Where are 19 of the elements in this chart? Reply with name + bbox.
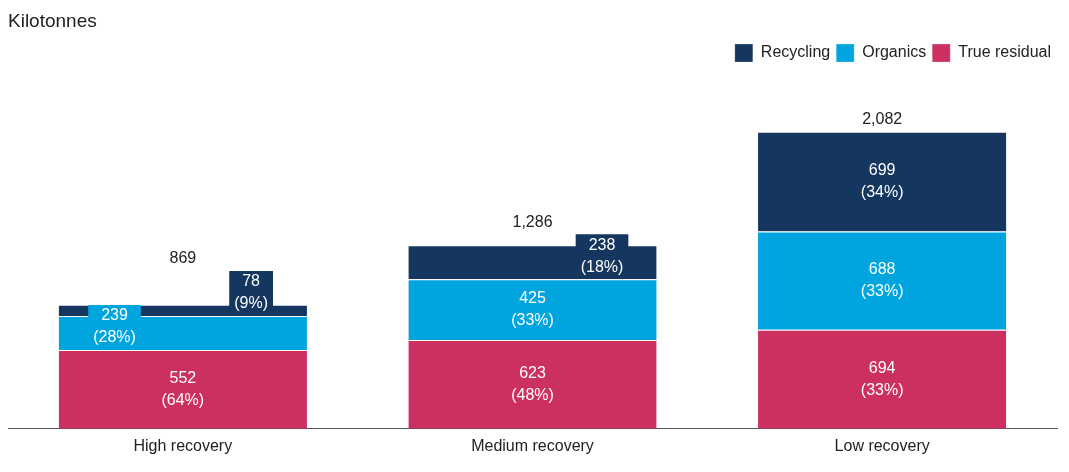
data-label: 688 (33%) xyxy=(860,260,904,300)
legend-label: True residual xyxy=(958,43,1051,61)
x-tick-label: High recovery xyxy=(133,436,233,454)
x-tick-label: Medium recovery xyxy=(471,436,594,454)
data-label: 699 (34%) xyxy=(860,161,904,201)
text: Kilotonnes xyxy=(8,9,97,31)
data-label: 552 (64%) xyxy=(161,368,205,408)
data-label: 239 (28%) xyxy=(93,306,136,346)
data-label: 78 (9%) xyxy=(234,272,268,312)
legend-label: Recycling xyxy=(760,43,831,61)
data-label: 694 (33%) xyxy=(860,358,904,398)
legend-label: Organics xyxy=(862,43,927,61)
data-label: 623 (48%) xyxy=(511,363,554,403)
data-label: 238 (18%) xyxy=(580,235,624,275)
x-tick-label: Low recovery xyxy=(834,436,930,454)
total-label: 1,286 xyxy=(512,212,553,230)
total-label: 869 xyxy=(169,249,197,267)
total-label: 2,082 xyxy=(862,110,903,128)
data-label: 425 (33%) xyxy=(511,288,554,328)
